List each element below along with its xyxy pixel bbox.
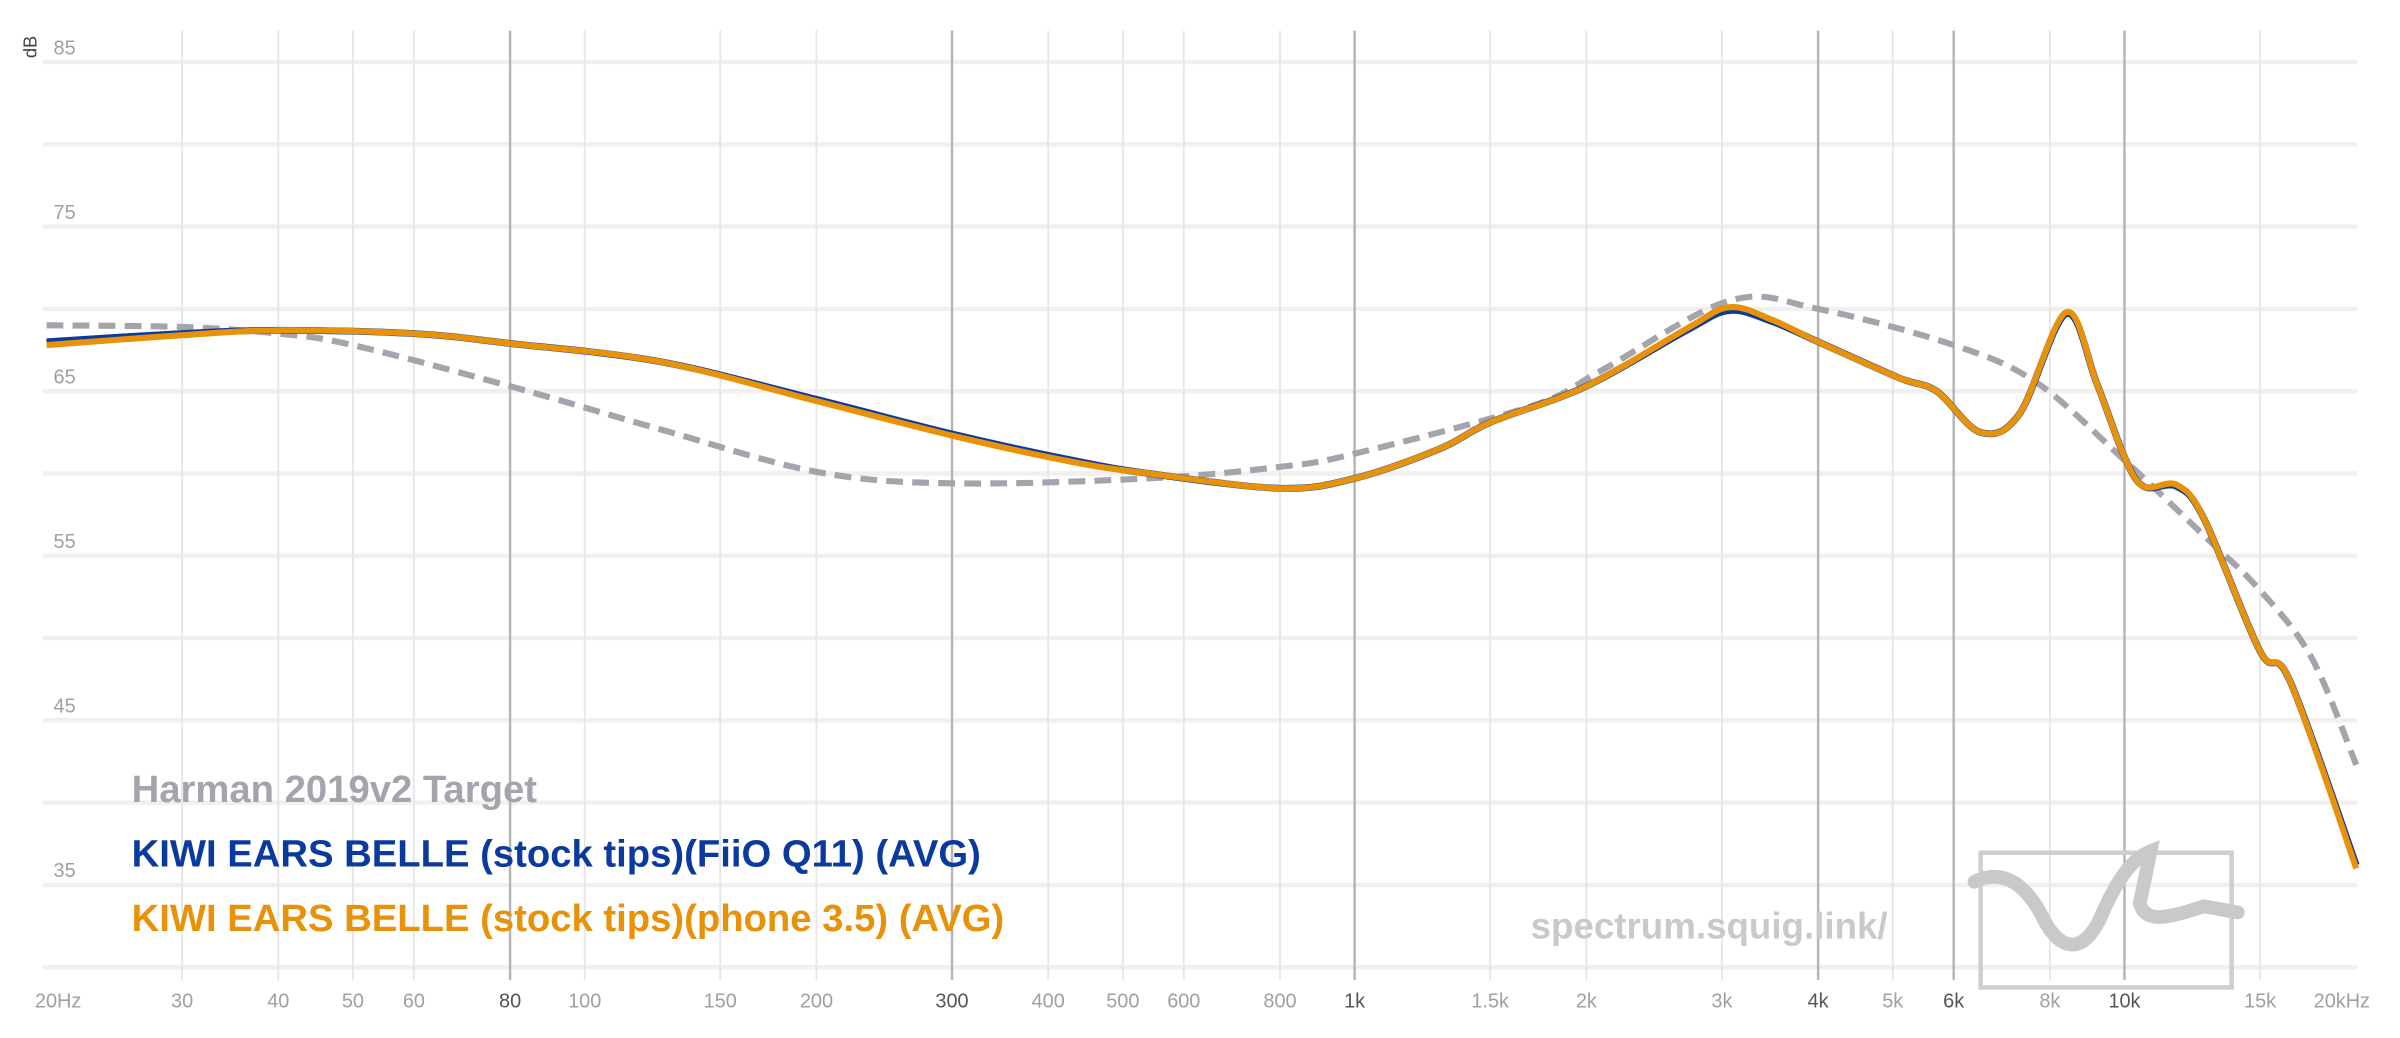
y-tick-label: 35 <box>54 860 76 882</box>
legend-entry: KIWI EARS BELLE (stock tips)(FiiO Q11) (… <box>132 833 981 876</box>
legend: Harman 2019v2 Target KIWI EARS BELLE (sto… <box>132 768 1005 940</box>
x-tick-label: 30 <box>171 990 193 1012</box>
y-tick-label: 85 <box>54 37 76 59</box>
series-line-0 <box>46 293 2360 766</box>
x-tick-label: 300 <box>935 990 968 1012</box>
x-tick-label: 4k <box>1808 990 1829 1012</box>
x-tick-label: 40 <box>267 990 289 1012</box>
x-tick-label: 8k <box>2039 990 2060 1012</box>
x-tick-label: 20Hz <box>35 990 81 1012</box>
horizontal-gridlines <box>42 59 2358 970</box>
x-tick-label: 600 <box>1167 990 1200 1012</box>
x-tick-label: 20kHz <box>2314 990 2370 1012</box>
x-tick-label: 2k <box>1576 990 1597 1012</box>
x-tick-label: 15k <box>2244 990 2276 1012</box>
x-tick-label: 400 <box>1032 990 1065 1012</box>
x-tick-label: 150 <box>704 990 737 1012</box>
watermark-text: spectrum.squig.link/ <box>1531 905 1888 946</box>
x-tick-label: 500 <box>1106 990 1139 1012</box>
x-tick-label: 50 <box>342 990 364 1012</box>
series-line-2 <box>46 304 2360 870</box>
x-tick-label: 100 <box>568 990 601 1012</box>
x-tick-label: 80 <box>499 990 521 1012</box>
legend-entry: KIWI EARS BELLE (stock tips)(phone 3.5) … <box>132 897 1005 940</box>
x-tick-label: 200 <box>800 990 833 1012</box>
x-tick-label: 5k <box>1882 990 1903 1012</box>
y-tick-label: 65 <box>54 367 76 389</box>
x-tick-label: 3k <box>1711 990 1732 1012</box>
legend-entry: Harman 2019v2 Target <box>132 768 538 811</box>
watermark: spectrum.squig.link/ <box>1531 840 2245 990</box>
x-tick-label: 60 <box>403 990 425 1012</box>
x-tick-label: 1.5k <box>1471 990 1509 1012</box>
squiglink-logo <box>1967 840 2245 990</box>
x-tick-label: 6k <box>1943 990 1964 1012</box>
x-tick-label: 1k <box>1344 990 1365 1012</box>
x-tick-label: 800 <box>1263 990 1296 1012</box>
y-tick-label: 45 <box>54 696 76 718</box>
series-lines <box>46 293 2360 870</box>
y-tick-label: 55 <box>54 531 76 553</box>
x-tick-label: 10k <box>2108 990 2140 1012</box>
x-axis-tick-labels: 20Hz 30 40 50 60 80 100 150 200 300 400 500 600 800 1k… <box>35 990 2370 1012</box>
vertical-gridlines <box>181 30 2261 980</box>
y-tick-label: 75 <box>54 202 76 224</box>
y-axis-tick-labels: 85 75 65 55 45 35 <box>54 37 76 882</box>
y-axis-label: dB <box>20 36 41 58</box>
